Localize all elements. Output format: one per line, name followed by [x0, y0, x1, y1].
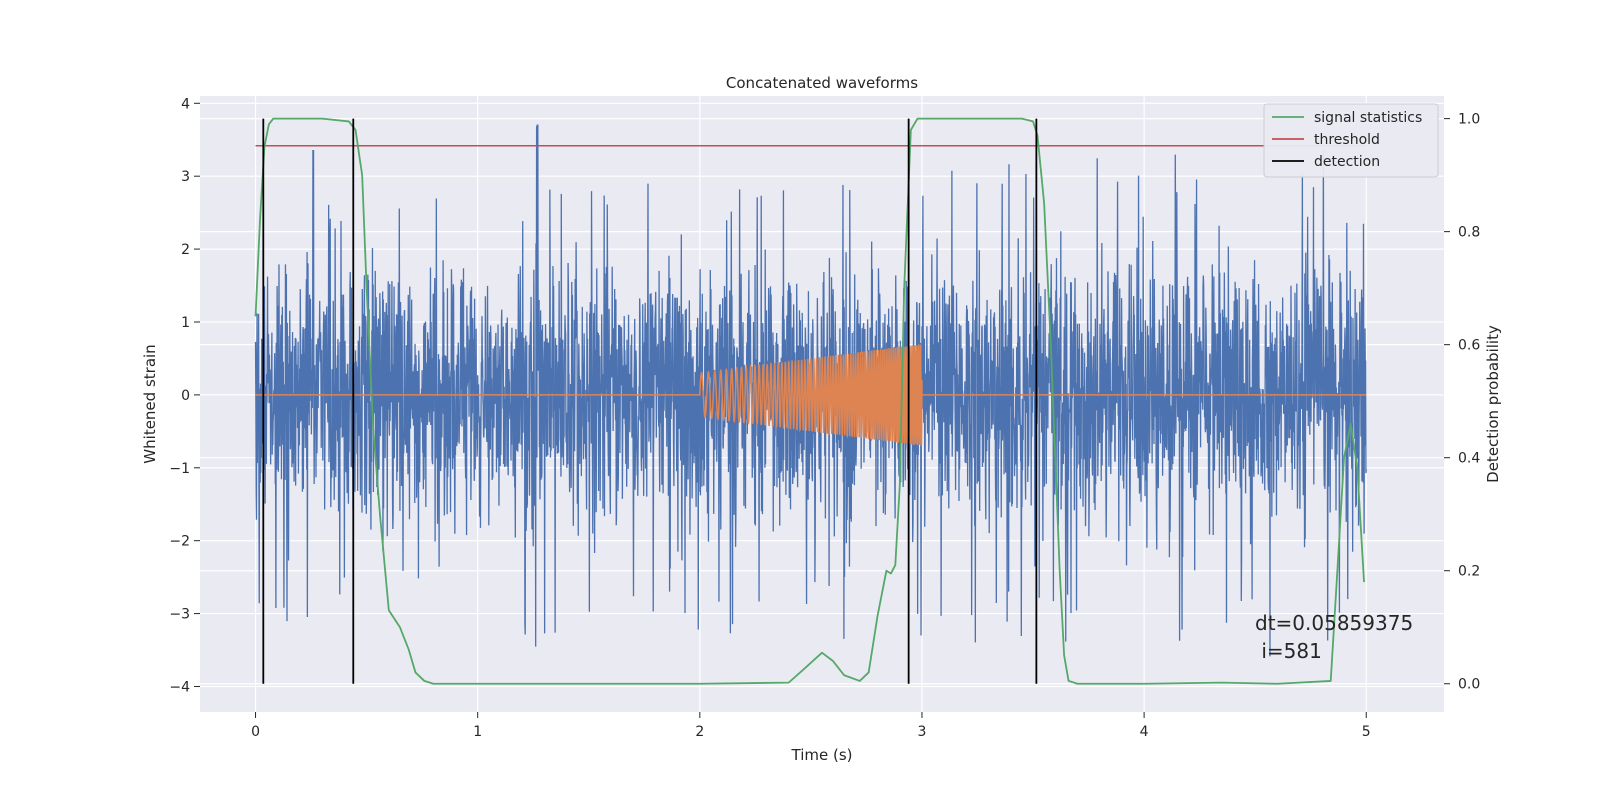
x-tick-label: 1: [473, 724, 482, 740]
x-tick-label: 5: [1362, 724, 1371, 740]
y-tick-label: 3: [181, 169, 190, 185]
y-right-tick-label: 0.6: [1458, 338, 1480, 354]
x-tick-label: 3: [918, 724, 927, 740]
y-tick-label: 2: [181, 242, 190, 258]
y-tick-label: 4: [181, 96, 190, 112]
signal-statistics-line: [254, 117, 1365, 685]
legend-box: [1263, 103, 1439, 178]
legend-label-signal-statistics: signal statistics: [1314, 110, 1422, 126]
y-right-tick-label: 1.0: [1458, 112, 1480, 128]
annotation-i: i=581: [1255, 639, 1322, 663]
x-tick-label: 0: [251, 724, 260, 740]
ticks: 0 1 2 3 4 5 −4 −3 −2 −1 0 1 2 3 4 0.0 0.2 0.4 0.6 0.8 1.0: [169, 96, 1480, 740]
y-tick-label: 0: [181, 388, 190, 404]
y-axis-label-right: Detection probability: [1484, 325, 1502, 483]
y-tick-label: −1: [169, 461, 190, 477]
series-layer: [254, 117, 1367, 685]
y-tick-label: −2: [169, 534, 190, 550]
y-tick-label: 1: [181, 315, 190, 331]
strain-series-line: [254, 124, 1367, 657]
legend-label-detection: detection: [1314, 154, 1380, 170]
chart-title: Concatenated waveforms: [726, 74, 918, 92]
y-right-tick-label: 0.2: [1458, 564, 1480, 580]
y-tick-label: −4: [169, 679, 190, 695]
x-tick-label: 2: [695, 724, 704, 740]
annotation-dt: dt=0.05859375: [1255, 611, 1413, 635]
x-axis-label: Time (s): [791, 746, 853, 764]
y-right-tick-label: 0.4: [1458, 451, 1480, 467]
x-tick-label: 4: [1140, 724, 1149, 740]
legend: signal statistics threshold detection: [1263, 103, 1439, 178]
y-right-tick-label: 0.0: [1458, 677, 1480, 693]
y-axis-label: Whitened strain: [141, 344, 159, 463]
annotation: dt=0.05859375 i=581: [1255, 611, 1413, 663]
legend-label-threshold: threshold: [1314, 132, 1380, 148]
chirp-series-line: [255, 344, 1367, 446]
y-tick-label: −3: [169, 607, 190, 623]
y-right-tick-label: 0.8: [1458, 225, 1480, 241]
